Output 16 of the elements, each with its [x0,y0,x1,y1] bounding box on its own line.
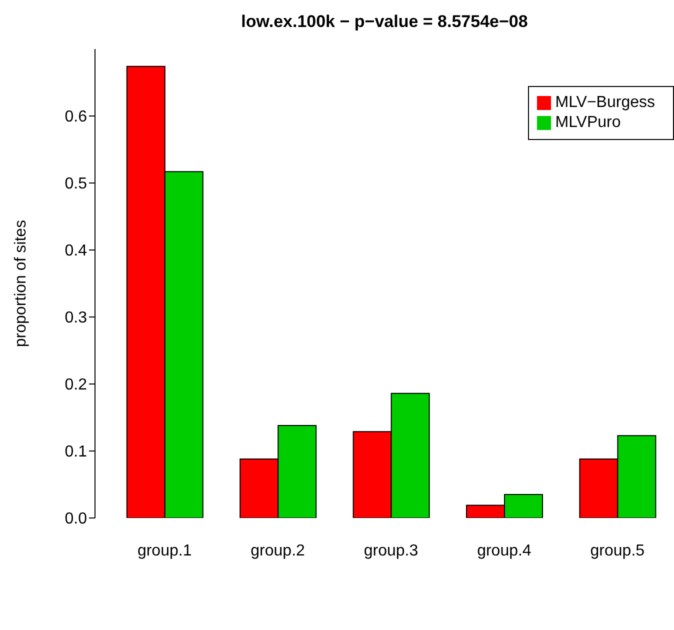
chart-title: low.ex.100k − p−value = 8.5754e−08 [240,12,529,32]
y-tick-label: 0.2 [64,376,88,394]
y-tick-label: 0.4 [64,242,88,260]
y-tick-label: 0.3 [64,310,88,327]
y-tick-label: 0.1 [64,444,88,461]
x-tick-label: group.3 [364,542,418,560]
y-tick-label: 0.0 [64,510,88,528]
y-tick-label: 0.6 [64,108,88,126]
legend-label: MLV−Burgess [555,94,655,111]
x-tick-label: group.1 [137,542,192,560]
x-tick-label: group.2 [250,542,306,560]
x-tick-label: group.4 [477,542,532,560]
legend-label: MLVPuro [555,114,621,131]
x-tick-label: group.5 [590,542,645,560]
y-tick-label: 0.5 [64,176,88,193]
y-axis-title: proportion of sites [12,220,30,348]
